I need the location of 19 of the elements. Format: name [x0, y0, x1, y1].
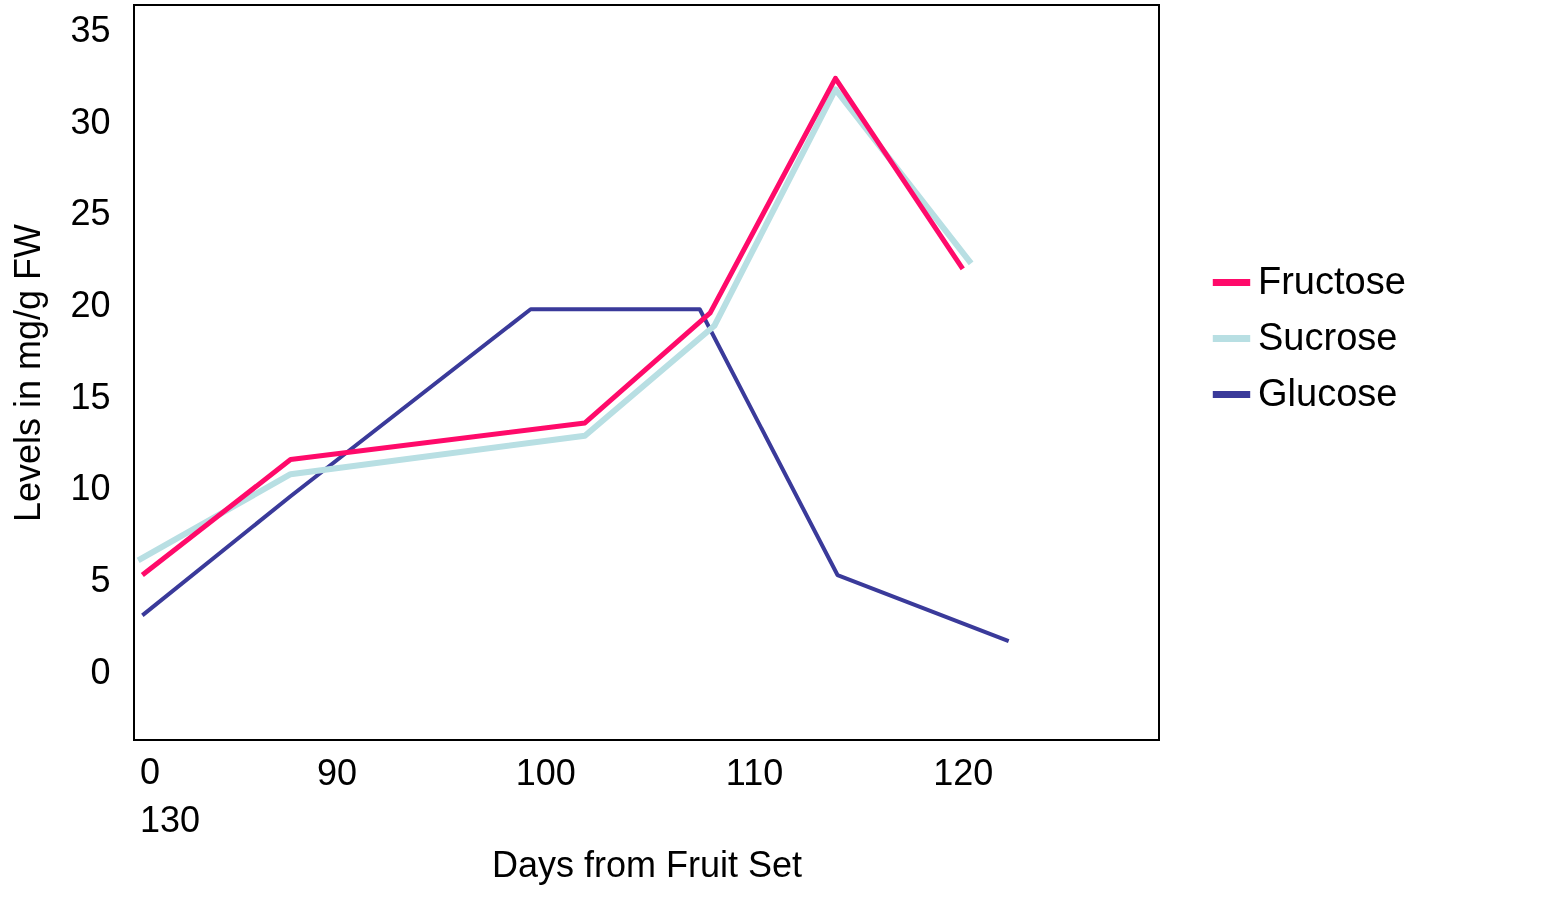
- x-axis-title: Days from Fruit Set: [491, 843, 803, 885]
- y-tick-label: 30: [70, 100, 111, 142]
- y-axis-title: Levels in mg/g FW: [7, 223, 49, 523]
- y-tick-label: 0: [90, 650, 111, 692]
- y-tick-label: 25: [70, 192, 111, 234]
- line-series: [140, 307, 1011, 644]
- y-tick-label: 10: [70, 467, 111, 509]
- x-tick-label: 90: [316, 751, 358, 793]
- y-tick-label: 5: [90, 559, 111, 601]
- legend-label: Glucose: [1258, 371, 1398, 414]
- y-tick-label: 35: [70, 9, 111, 51]
- text: 0 130: [140, 751, 201, 840]
- y-tick-label: 20: [70, 284, 111, 326]
- x-tick-label: 120: [933, 751, 994, 793]
- x-tick-label: 110: [725, 751, 784, 793]
- y-tick-label: 15: [70, 375, 111, 417]
- x-tick-label: 100: [515, 751, 576, 793]
- legend-label: Fructose: [1258, 259, 1406, 302]
- legend-label: Sucrose: [1258, 315, 1398, 358]
